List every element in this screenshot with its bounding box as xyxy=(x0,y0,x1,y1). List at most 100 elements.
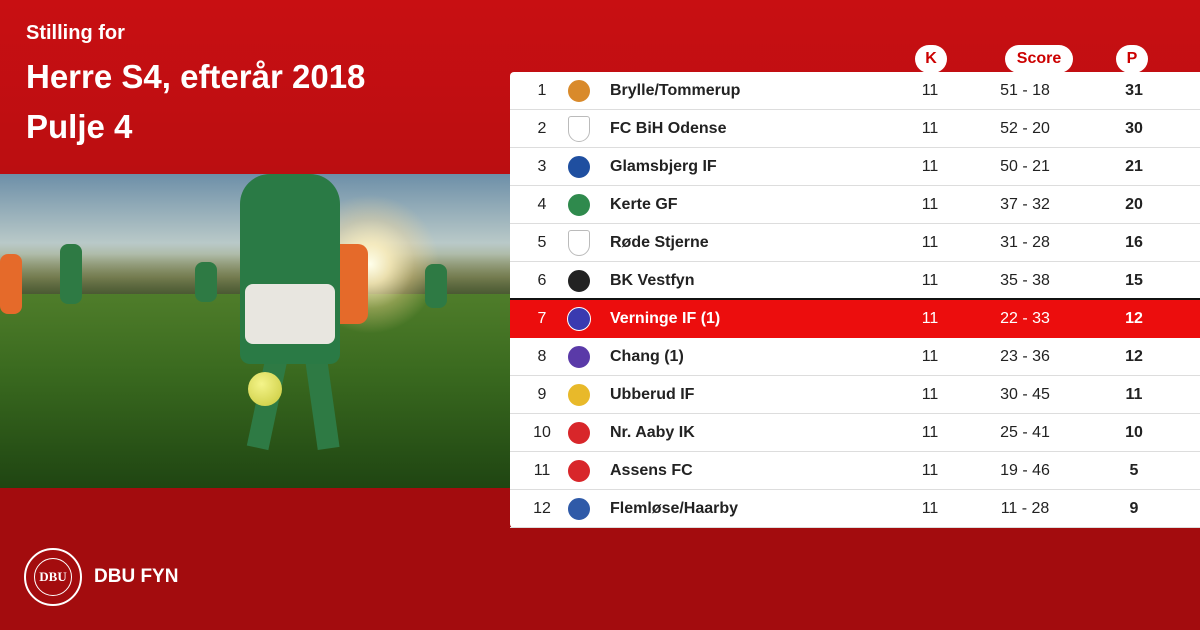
flemlose-haarby-logo-icon xyxy=(567,497,591,521)
generic-shield-logo-icon xyxy=(568,230,590,256)
score-cell: 23 - 36 xyxy=(1000,348,1050,365)
generic-shield-logo-icon xyxy=(568,116,590,142)
points-cell: 15 xyxy=(1125,272,1143,289)
matches-cell: 11 xyxy=(921,310,939,327)
matches-cell: 11 xyxy=(921,196,939,213)
score-cell: 50 - 21 xyxy=(1000,158,1050,175)
glamsbjerg-logo-icon xyxy=(567,155,591,179)
row-divider xyxy=(510,185,1200,186)
matches-cell: 11 xyxy=(921,386,939,403)
rank-cell: 7 xyxy=(537,310,547,327)
table-row: 1 Brylle/Tommerup 11 51 - 18 31 xyxy=(510,72,1200,110)
rank-cell: 12 xyxy=(533,500,551,517)
verninge-logo-icon xyxy=(567,307,591,331)
matches-cell: 11 xyxy=(921,462,939,479)
subtitle: Stilling for xyxy=(26,22,125,44)
team-name: Verninge IF (1) xyxy=(610,310,721,327)
nr-aaby-logo-icon xyxy=(567,421,591,445)
score-cell: 11 - 28 xyxy=(1000,500,1050,517)
matches-cell: 11 xyxy=(921,82,939,99)
dbu-logo: DBU xyxy=(24,548,82,606)
points-cell: 12 xyxy=(1125,310,1143,327)
score-cell: 37 - 32 xyxy=(1000,196,1050,213)
team-logo-cell xyxy=(565,72,593,110)
points-cell: 31 xyxy=(1125,82,1143,99)
dbu-logo-text: DBU xyxy=(34,558,72,596)
row-divider xyxy=(510,223,1200,224)
rank-cell: 9 xyxy=(537,386,547,403)
points-cell: 21 xyxy=(1125,158,1143,175)
table-row: 12 Flemløse/Haarby 11 11 - 28 9 xyxy=(510,490,1200,528)
row-divider xyxy=(510,147,1200,148)
photo-player xyxy=(195,262,217,302)
rank-cell: 4 xyxy=(537,196,547,213)
row-divider xyxy=(510,527,1200,528)
photo-player-shorts xyxy=(245,284,335,344)
matches-cell: 11 xyxy=(921,424,939,441)
rank-cell: 11 xyxy=(533,462,551,479)
column-header-k: K xyxy=(915,45,947,73)
team-logo-cell xyxy=(565,186,593,224)
rank-cell: 6 xyxy=(537,272,547,289)
photo-player xyxy=(0,254,22,314)
pool-title: Pulje 4 xyxy=(26,108,133,145)
org-name: DBU FYN xyxy=(94,566,179,587)
score-cell: 30 - 45 xyxy=(1000,386,1050,403)
row-divider xyxy=(510,451,1200,452)
column-header-p: P xyxy=(1116,45,1148,73)
team-name: Glamsbjerg IF xyxy=(610,158,717,175)
brylle-tommerup-logo-icon xyxy=(567,79,591,103)
team-logo-cell xyxy=(565,262,593,300)
points-cell: 30 xyxy=(1125,120,1143,137)
team-logo-cell xyxy=(565,414,593,452)
rank-cell: 8 xyxy=(537,348,547,365)
score-cell: 25 - 41 xyxy=(1000,424,1050,441)
row-divider xyxy=(510,261,1200,262)
table-row: 7 Verninge IF (1) 11 22 - 33 12 xyxy=(510,298,1200,338)
score-cell: 19 - 46 xyxy=(1000,462,1050,479)
assens-logo-icon xyxy=(567,459,591,483)
team-name: Flemløse/Haarby xyxy=(610,500,739,517)
score-cell: 22 - 33 xyxy=(1000,310,1050,327)
table-row: 8 Chang (1) 11 23 - 36 12 xyxy=(510,338,1200,376)
photo-player xyxy=(425,264,447,308)
matches-cell: 11 xyxy=(921,500,939,517)
table-row: 10 Nr. Aaby IK 11 25 - 41 10 xyxy=(510,414,1200,452)
photo-player xyxy=(60,244,82,304)
rank-cell: 5 xyxy=(537,234,547,251)
table-row: 11 Assens FC 11 19 - 46 5 xyxy=(510,452,1200,490)
rank-cell: 10 xyxy=(533,424,551,441)
team-logo-cell xyxy=(565,376,593,414)
team-name: FC BiH Odense xyxy=(610,120,727,137)
team-name: Røde Stjerne xyxy=(610,234,709,251)
team-name: Chang (1) xyxy=(610,348,684,365)
matches-cell: 11 xyxy=(921,272,939,289)
row-divider xyxy=(510,109,1200,110)
team-name: Brylle/Tommerup xyxy=(610,82,741,99)
team-logo-cell xyxy=(565,452,593,490)
points-cell: 11 xyxy=(1125,386,1143,403)
team-name: Nr. Aaby IK xyxy=(610,424,695,441)
matches-cell: 11 xyxy=(921,234,939,251)
team-logo-cell xyxy=(565,338,593,376)
team-name: Assens FC xyxy=(610,462,693,479)
ubberud-logo-icon xyxy=(567,383,591,407)
matches-cell: 11 xyxy=(921,348,939,365)
row-divider xyxy=(510,489,1200,490)
table-row: 2 FC BiH Odense 11 52 - 20 30 xyxy=(510,110,1200,148)
team-logo-cell xyxy=(565,148,593,186)
team-name: BK Vestfyn xyxy=(610,272,695,289)
team-name: Kerte GF xyxy=(610,196,678,213)
points-cell: 9 xyxy=(1129,500,1139,517)
row-divider xyxy=(510,375,1200,376)
row-divider xyxy=(510,413,1200,414)
score-cell: 51 - 18 xyxy=(1000,82,1050,99)
table-row: 5 Røde Stjerne 11 31 - 28 16 xyxy=(510,224,1200,262)
table-row: 3 Glamsbjerg IF 11 50 - 21 21 xyxy=(510,148,1200,186)
kerte-logo-icon xyxy=(567,193,591,217)
photo-ball xyxy=(248,372,282,406)
points-cell: 16 xyxy=(1125,234,1143,251)
team-logo-cell xyxy=(565,490,593,528)
matches-cell: 11 xyxy=(921,158,939,175)
rank-cell: 2 xyxy=(537,120,547,137)
